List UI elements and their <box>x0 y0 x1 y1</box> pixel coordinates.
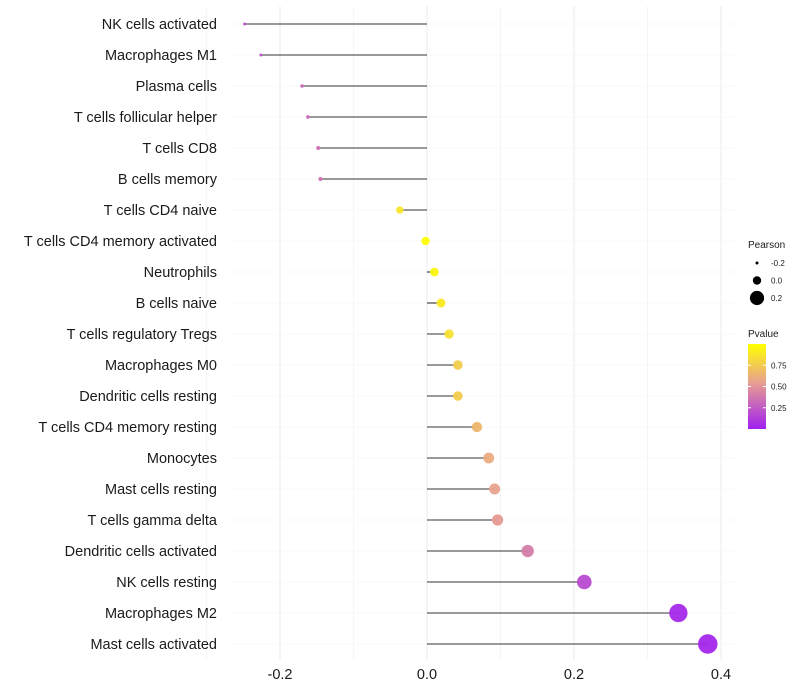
color-legend-label: 0.75 <box>771 361 787 370</box>
category-label: Plasma cells <box>136 79 217 95</box>
category-label: NK cells resting <box>116 575 217 591</box>
size-legend-dot <box>755 261 759 265</box>
lollipop-points <box>243 22 718 654</box>
category-label: T cells CD4 naive <box>104 203 217 219</box>
data-point <box>453 360 463 370</box>
color-legend-bar <box>748 344 766 429</box>
x-tick-label: 0.2 <box>564 667 584 683</box>
grid-lines <box>206 6 737 660</box>
category-label: T cells CD8 <box>142 141 217 157</box>
category-label: Neutrophils <box>144 265 217 281</box>
data-point <box>489 483 501 495</box>
category-label: Mast cells activated <box>90 637 217 653</box>
category-label: T cells CD4 memory resting <box>38 420 217 436</box>
size-legend-label: -0.2 <box>771 259 785 268</box>
color-legend-label: 0.25 <box>771 404 787 413</box>
category-label: T cells follicular helper <box>74 110 217 126</box>
data-point <box>521 544 534 558</box>
category-label: B cells memory <box>118 172 218 188</box>
data-point <box>576 574 592 590</box>
category-label: NK cells activated <box>102 17 217 33</box>
data-point <box>430 267 439 277</box>
data-point <box>436 298 446 308</box>
legend: Pearson -0.2 0.0 0.2 Pvalue 0.25 0.50 0.75 <box>748 240 787 429</box>
data-point <box>483 452 495 464</box>
size-legend-title: Pearson <box>748 240 785 251</box>
x-tick-label: -0.2 <box>268 667 293 683</box>
data-point <box>453 391 463 401</box>
data-point <box>306 115 310 119</box>
category-label: T cells CD4 memory activated <box>24 234 217 250</box>
data-point <box>300 84 304 88</box>
y-axis-labels: NK cells activated Macrophages M1 Plasma c… <box>24 17 218 653</box>
data-point <box>318 176 323 182</box>
data-point <box>444 329 454 339</box>
size-legend-dot <box>749 290 765 306</box>
color-legend-title: Pvalue <box>748 329 779 340</box>
data-point <box>396 206 404 214</box>
data-point <box>259 53 263 57</box>
category-label: T cells regulatory Tregs <box>67 327 217 343</box>
size-legend-label: 0.0 <box>771 277 783 286</box>
category-label: Mast cells resting <box>105 482 217 498</box>
data-point <box>491 514 504 526</box>
data-point <box>698 634 718 654</box>
size-legend-label: 0.2 <box>771 294 783 303</box>
category-label: Dendritic cells activated <box>65 544 217 560</box>
category-label: Monocytes <box>147 451 217 467</box>
category-label: T cells gamma delta <box>88 513 218 529</box>
size-legend-dot <box>752 276 762 285</box>
data-point <box>243 22 247 26</box>
data-point <box>316 145 321 151</box>
x-tick-label: 0.0 <box>417 667 437 683</box>
category-label: Macrophages M2 <box>105 606 217 622</box>
x-tick-label: 0.4 <box>711 667 731 683</box>
x-axis-ticks: -0.2 0.0 0.2 0.4 <box>268 667 732 683</box>
data-point <box>471 421 483 433</box>
data-point <box>421 236 430 246</box>
category-label: Macrophages M0 <box>105 358 217 374</box>
category-label: Dendritic cells resting <box>79 389 217 405</box>
data-point <box>669 603 688 623</box>
category-label: B cells naive <box>136 296 217 312</box>
category-label: Macrophages M1 <box>105 48 217 64</box>
color-legend-label: 0.50 <box>771 383 787 392</box>
